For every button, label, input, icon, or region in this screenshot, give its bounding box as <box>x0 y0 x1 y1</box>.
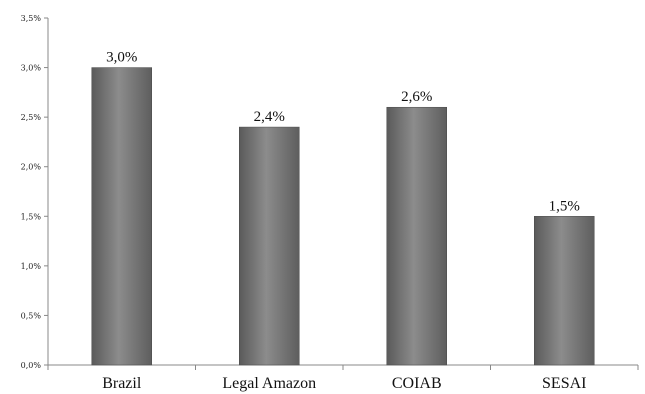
bar-coiab <box>386 106 447 366</box>
bar-legal-amazon <box>239 126 300 366</box>
y-tick-label: 3,0% <box>21 64 42 73</box>
y-tick-label: 2,0% <box>21 163 42 172</box>
y-tick-label: 0,0% <box>21 361 42 370</box>
y-tick-label: 1,5% <box>21 212 42 221</box>
data-label: 3,0% <box>106 50 137 66</box>
data-label: 2,6% <box>401 89 432 105</box>
y-tick-label: 3,5% <box>21 14 42 23</box>
x-category-label: SESAI <box>542 375 586 392</box>
x-axis: Brazil Legal Amazon COIAB SESAI <box>47 364 639 392</box>
bar-sesai <box>534 216 595 366</box>
x-category-label: Legal Amazon <box>222 375 316 392</box>
x-category-label: Brazil <box>102 375 142 392</box>
y-tick-label: 1,0% <box>21 262 42 271</box>
data-labels: 3,0% 2,4% 2,6% 1,5% <box>106 50 580 215</box>
bars <box>91 67 595 366</box>
y-tick-label: 2,5% <box>21 113 42 122</box>
x-category-label: COIAB <box>392 375 442 392</box>
y-axis: 0,0% 0,5% 1,0% 1,5% 2,0% 2,5% 3,0% 3,5% <box>21 14 49 370</box>
y-tick-label: 0,5% <box>21 311 42 320</box>
data-label: 2,4% <box>254 109 285 125</box>
data-label: 1,5% <box>549 198 580 214</box>
bar-brazil <box>91 67 152 366</box>
